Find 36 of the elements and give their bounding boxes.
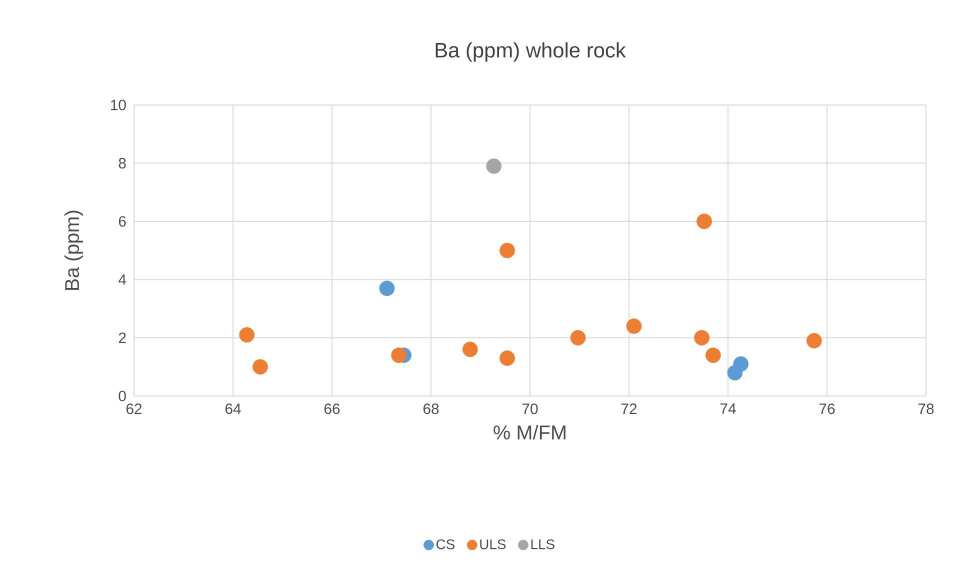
point — [570, 330, 586, 346]
point — [500, 242, 515, 258]
x-tick-label: 70 — [522, 404, 538, 414]
x-tick-label: 66 — [324, 404, 340, 414]
y-tick-label: 2 — [118, 332, 126, 344]
y-tick-label: 4 — [118, 274, 126, 285]
x-tick-label: 64 — [225, 404, 241, 414]
x-tick-label: 72 — [621, 404, 637, 414]
point — [694, 330, 710, 346]
x-axis-title: % M/FM — [494, 424, 566, 440]
y-tick-label: 6 — [118, 216, 126, 227]
point — [806, 332, 822, 348]
x-tick-label: 68 — [423, 404, 439, 414]
legend-label: CS — [436, 539, 454, 550]
point — [391, 348, 407, 363]
chart-title: Ba (ppm) whole rock — [436, 42, 626, 62]
point — [705, 348, 721, 363]
point — [462, 342, 478, 358]
point — [239, 327, 255, 343]
point — [500, 350, 515, 366]
point — [696, 214, 712, 230]
x-tick-label: 76 — [819, 404, 835, 414]
point — [379, 280, 395, 296]
point — [252, 359, 268, 375]
y-axis-title: Ba (ppm) — [64, 210, 84, 290]
point — [486, 158, 502, 174]
x-tick-label: 78 — [918, 404, 934, 414]
y-tick-label: 0 — [118, 390, 126, 402]
point — [626, 318, 642, 334]
x-tick-label: 74 — [720, 404, 736, 414]
y-tick-label: 8 — [118, 158, 126, 168]
legend-label: ULS — [480, 539, 506, 550]
point — [733, 356, 749, 372]
x-tick-label: 62 — [126, 404, 142, 414]
y-tick-label: 10 — [111, 100, 126, 110]
legend-label: LLS — [531, 539, 554, 550]
